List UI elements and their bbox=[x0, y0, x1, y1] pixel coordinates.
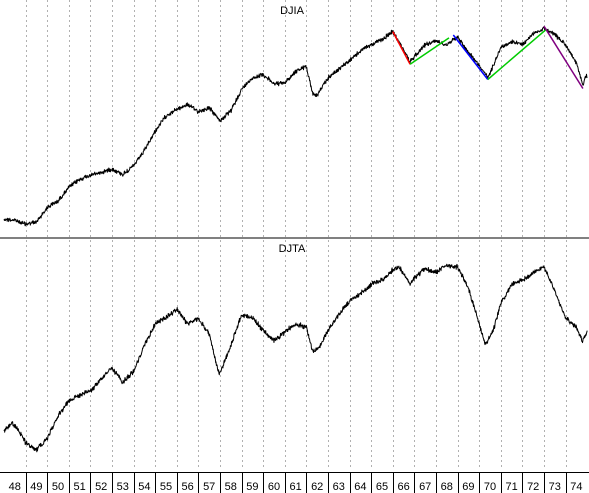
trend-segment-4 bbox=[543, 25, 584, 89]
x-tick-label-57: 57 bbox=[203, 481, 215, 493]
trend-segment-2 bbox=[452, 34, 489, 80]
x-tick-label-55: 55 bbox=[160, 481, 172, 493]
x-tick-label-73: 73 bbox=[549, 481, 561, 493]
x-tick-label-62: 62 bbox=[311, 481, 323, 493]
x-tick-label-61: 61 bbox=[289, 481, 301, 493]
panel-djia: DJIA bbox=[3, 5, 588, 227]
x-tick-label-63: 63 bbox=[333, 481, 345, 493]
x-tick-label-50: 50 bbox=[52, 481, 64, 493]
trend-segment-3 bbox=[487, 28, 547, 81]
x-tick-label-74: 74 bbox=[570, 481, 582, 493]
x-tick-label-66: 66 bbox=[397, 481, 409, 493]
panel-djta: DJTA bbox=[3, 243, 588, 453]
series-line-djia bbox=[3, 26, 588, 227]
x-tick-label-69: 69 bbox=[462, 481, 474, 493]
x-tick-label-54: 54 bbox=[138, 481, 150, 493]
x-tick-label-53: 53 bbox=[117, 481, 129, 493]
x-tick-label-49: 49 bbox=[30, 481, 42, 493]
x-tick-label-72: 72 bbox=[527, 481, 539, 493]
x-tick-label-71: 71 bbox=[505, 481, 517, 493]
x-tick-label-48: 48 bbox=[9, 481, 21, 493]
grid-layer bbox=[26, 0, 567, 470]
trend-segment-1 bbox=[409, 37, 450, 65]
x-tick-label-64: 64 bbox=[354, 481, 366, 493]
x-tick-label-65: 65 bbox=[376, 481, 388, 493]
x-tick-label-56: 56 bbox=[181, 481, 193, 493]
x-tick-label-67: 67 bbox=[419, 481, 431, 493]
x-tick-label-52: 52 bbox=[95, 481, 107, 493]
panel-title-djia: DJIA bbox=[280, 5, 305, 17]
x-tick-label-59: 59 bbox=[246, 481, 258, 493]
x-tick-label-70: 70 bbox=[484, 481, 496, 493]
x-tick-label-60: 60 bbox=[268, 481, 280, 493]
x-axis: 48 49 50 51 52 53 54 55 56 57 58 59 60 61 62 63 64 65 66 67… bbox=[0, 472, 589, 493]
panel-title-djta: DJTA bbox=[279, 243, 306, 255]
series-line-djta bbox=[3, 263, 588, 453]
x-tick-label-51: 51 bbox=[73, 481, 85, 493]
x-tick-label-58: 58 bbox=[225, 481, 237, 493]
x-tick-label-68: 68 bbox=[441, 481, 453, 493]
trend-segment-0 bbox=[392, 31, 411, 65]
